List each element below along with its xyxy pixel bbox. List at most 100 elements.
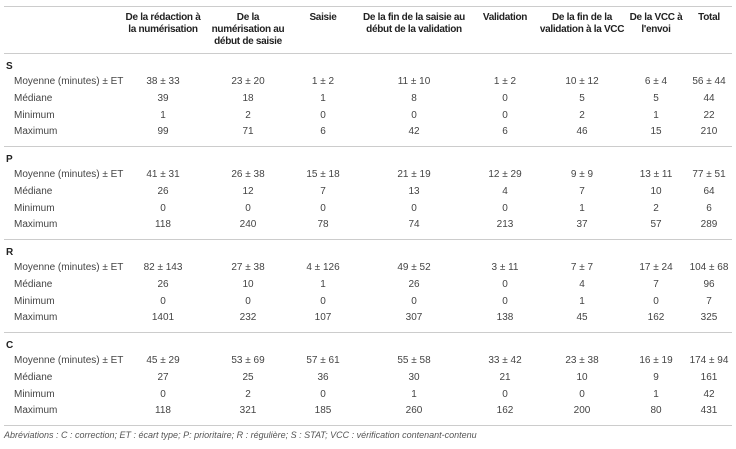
table-row: Minimum 0 0 0 0 0 1 0 7: [4, 293, 732, 310]
table-cell: 10: [576, 371, 588, 383]
row-label: Maximum: [4, 310, 120, 333]
table-cell: 36: [317, 371, 329, 383]
table-row: Minimum 1 2 0 0 0 2 1 22: [4, 107, 732, 124]
table-cell: 96: [703, 278, 715, 290]
table-cell: 5: [653, 92, 659, 104]
section-label: P: [6, 154, 13, 165]
table-cell: 1401: [120, 310, 206, 333]
table-cell: 0: [502, 92, 508, 104]
row-label: Minimum: [14, 295, 55, 307]
table-cell: 0: [411, 109, 417, 121]
table-cell: 78: [290, 217, 356, 240]
table-cell: 46: [538, 124, 626, 147]
table-cell: 162: [472, 403, 538, 426]
table-cell: 64: [703, 185, 715, 197]
table-cell: 174 ± 94: [689, 354, 729, 366]
section-label: S: [6, 61, 13, 72]
table-cell: 1: [160, 109, 166, 121]
table-cell: 5: [579, 92, 585, 104]
table-cell: 4 ± 126: [306, 261, 340, 273]
table-cell: 1: [320, 92, 326, 104]
table-cell: 162: [626, 310, 686, 333]
table-cell: 0: [160, 295, 166, 307]
table-cell: 82 ± 143: [143, 261, 183, 273]
table-cell: 39: [157, 92, 169, 104]
row-label: Moyenne (minutes) ± ET: [14, 168, 124, 180]
section-header: P: [4, 147, 732, 167]
table-cell: 18: [242, 92, 254, 104]
table-cell: 431: [686, 403, 732, 426]
table-cell: 77 ± 51: [692, 168, 726, 180]
table-cell: 33 ± 42: [488, 354, 522, 366]
table-row: Moyenne (minutes) ± ET 45 ± 29 53 ± 69 57 ±…: [4, 352, 732, 369]
section-header: R: [4, 240, 732, 260]
table-row: Maximum 118 240 78 74 213 37 57 289: [4, 217, 732, 240]
table-cell: 13: [408, 185, 420, 197]
table-cell: 9: [653, 371, 659, 383]
table-row: Médiane 39 18 1 8 0 5 5 44: [4, 90, 732, 107]
row-label: Minimum: [14, 388, 55, 400]
table-cell: 45 ± 29: [146, 354, 180, 366]
table-cell: 7 ± 7: [570, 261, 594, 273]
table-cell: 56 ± 44: [692, 75, 726, 87]
section-label: R: [6, 247, 14, 258]
row-label: Minimum: [14, 109, 55, 121]
table-cell: 260: [356, 403, 472, 426]
row-label: Maximum: [4, 403, 120, 426]
row-label: Minimum: [14, 202, 55, 214]
table-cell: 45: [538, 310, 626, 333]
table-cell: 15 ± 18: [306, 168, 340, 180]
table-cell: 4: [579, 278, 585, 290]
table-cell: 200: [538, 403, 626, 426]
table-cell: 1: [320, 278, 326, 290]
table-cell: 99: [120, 124, 206, 147]
table-cell: 1: [579, 295, 585, 307]
table-cell: 107: [290, 310, 356, 333]
table-cell: 53 ± 69: [231, 354, 265, 366]
table-cell: 118: [120, 403, 206, 426]
table-row: Médiane 26 12 7 13 4 7 10 64: [4, 183, 732, 200]
table-cell: 23 ± 20: [231, 75, 265, 87]
table-cell: 6 ± 4: [644, 75, 668, 87]
table-cell: 21: [499, 371, 511, 383]
table-cell: 1: [653, 388, 659, 400]
table-cell: 57: [626, 217, 686, 240]
table-cell: 6: [472, 124, 538, 147]
table-cell: 1: [579, 202, 585, 214]
table-cell: 6: [290, 124, 356, 147]
table-cell: 9 ± 9: [570, 168, 594, 180]
table-cell: 27: [157, 371, 169, 383]
table-cell: 6: [706, 202, 712, 214]
table-row: Minimum 0 0 0 0 0 1 2 6: [4, 200, 732, 217]
table-cell: 16 ± 19: [639, 354, 673, 366]
table-cell: 26: [157, 185, 169, 197]
table-row: Moyenne (minutes) ± ET 38 ± 33 23 ± 20 1 ± …: [4, 73, 732, 90]
table-cell: 0: [320, 202, 326, 214]
table-cell: 0: [579, 388, 585, 400]
table-cell: 0: [502, 202, 508, 214]
table-cell: 0: [160, 388, 166, 400]
table-cell: 1: [411, 388, 417, 400]
table-cell: 232: [206, 310, 290, 333]
row-label: Médiane: [14, 371, 53, 383]
column-header: De la fin de la saisie au début de la va…: [363, 12, 465, 35]
table-cell: 185: [290, 403, 356, 426]
table-cell: 49 ± 52: [397, 261, 431, 273]
table-cell: 41 ± 31: [146, 168, 180, 180]
table-cell: 7: [653, 278, 659, 290]
column-header: Saisie: [309, 12, 337, 23]
table-cell: 12 ± 29: [488, 168, 522, 180]
table-cell: 25: [242, 371, 254, 383]
table-cell: 325: [686, 310, 732, 333]
table-row: Minimum 0 2 0 1 0 0 1 42: [4, 386, 732, 403]
table-cell: 21 ± 19: [397, 168, 431, 180]
data-table: De la rédaction à la numérisation De la n…: [4, 6, 732, 426]
table-cell: 23 ± 38: [565, 354, 599, 366]
table-cell: 138: [472, 310, 538, 333]
row-label: Moyenne (minutes) ± ET: [14, 75, 124, 87]
column-header: Total: [698, 12, 720, 23]
column-header: Validation: [482, 12, 528, 23]
column-header: De la VCC à l'envoi: [629, 12, 683, 35]
table-cell: 2: [653, 202, 659, 214]
